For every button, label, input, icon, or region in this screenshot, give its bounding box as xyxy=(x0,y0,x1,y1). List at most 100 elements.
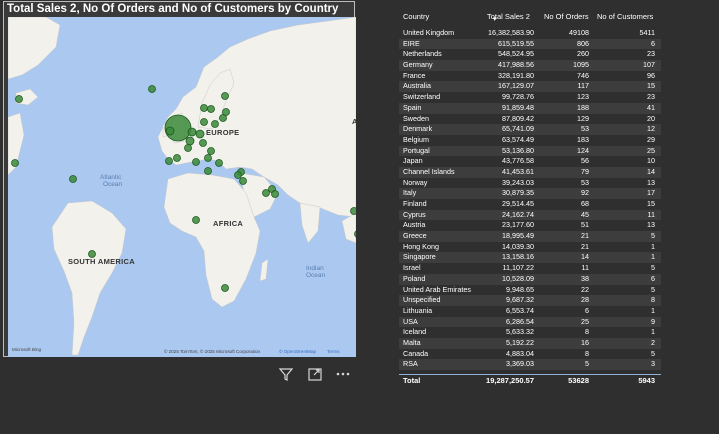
table-row[interactable]: Cyprus 24,162.74 45 11 xyxy=(399,209,661,221)
header-country[interactable]: Country xyxy=(403,12,430,21)
bubble-lithuania[interactable] xyxy=(219,114,227,122)
bubble-norway[interactable] xyxy=(200,104,208,112)
bubble-italy[interactable] xyxy=(204,154,212,162)
cell-country: Netherlands xyxy=(403,49,442,59)
table-row[interactable]: Poland 10,528.09 38 6 xyxy=(399,273,661,285)
cell-no-of-customers: 23 xyxy=(647,49,655,59)
table-row[interactable]: United Arab Emirates 9,948.65 22 5 xyxy=(399,284,661,296)
bubble-channel-islands[interactable] xyxy=(204,167,212,175)
header-no-of-customers[interactable]: No of Customers xyxy=(597,12,654,21)
bubble-saudi-arabia[interactable] xyxy=(271,190,279,198)
atlantic-label-2: Ocean xyxy=(103,181,123,188)
bubble-asia-edge[interactable] xyxy=(350,207,357,215)
bubble-malta[interactable] xyxy=(192,158,200,166)
table-row[interactable]: Finland 29,514.45 68 15 xyxy=(399,199,661,210)
bubble-finland[interactable] xyxy=(221,92,229,100)
madagascar-land xyxy=(259,258,269,282)
table-row[interactable]: Israel 11,107.22 11 5 xyxy=(399,263,661,274)
bubble-canada[interactable] xyxy=(15,95,23,103)
terms-link[interactable]: Terms xyxy=(327,349,340,354)
table-body[interactable]: United Kingdom 16,382,583.90 49108 5411 EIRE… xyxy=(399,28,661,374)
bubble-european-community[interactable] xyxy=(222,108,230,116)
cell-no-of-customers: 13 xyxy=(647,220,655,230)
cell-no-of-customers: 5 xyxy=(651,348,655,358)
table-row[interactable]: Netherlands 548,524.95 260 23 xyxy=(399,49,661,61)
bubble-france[interactable] xyxy=(185,136,195,146)
table-row[interactable]: Portugal 53,136.80 124 25 xyxy=(399,145,661,157)
table-row[interactable]: Australia 167,129.07 117 15 xyxy=(399,81,661,93)
bubble-layer[interactable] xyxy=(11,85,357,292)
table-row[interactable]: Austria 23,177.60 51 13 xyxy=(399,220,661,232)
table-row[interactable]: Germany 417,988.56 1095 107 xyxy=(399,60,661,71)
bubble-iceland[interactable] xyxy=(148,85,156,93)
bubble-spain[interactable] xyxy=(173,154,181,162)
cell-no-of-customers: 5411 xyxy=(639,28,655,37)
bubble-belgium[interactable] xyxy=(184,144,192,152)
cell-no-of-orders: 68 xyxy=(581,199,589,208)
bubble-israel[interactable] xyxy=(239,177,247,185)
table-row[interactable]: Switzerland 99,728.76 123 23 xyxy=(399,92,661,103)
table-row[interactable]: Unspecified 9,687.32 28 8 xyxy=(399,295,661,306)
bubble-portugal[interactable] xyxy=(165,157,173,165)
table-row[interactable]: Greece 18,995.49 21 5 xyxy=(399,231,661,242)
table-row[interactable]: France 328,191.80 746 96 xyxy=(399,70,661,82)
table-row[interactable]: EIRE 615,519.55 806 6 xyxy=(399,38,661,50)
total-label: Total xyxy=(403,376,421,385)
table-row[interactable]: Malta 5,192.22 16 2 xyxy=(399,337,661,349)
table-row[interactable]: Sweden 87,809.42 129 20 xyxy=(399,113,661,125)
more-options-icon[interactable] xyxy=(335,366,351,387)
table-row[interactable]: United Kingdom 16,382,583.90 49108 5411 xyxy=(399,28,661,39)
bubble-rsa[interactable] xyxy=(221,284,229,292)
table-row[interactable]: Denmark 65,741.09 53 12 xyxy=(399,124,661,135)
bubble-usa[interactable] xyxy=(11,159,19,167)
bubble-unspecified[interactable] xyxy=(69,175,77,183)
bubble-nigeria[interactable] xyxy=(192,216,200,224)
bubble-netherlands[interactable] xyxy=(187,127,197,137)
table-row[interactable]: Channel Islands 41,453.61 79 14 xyxy=(399,166,661,178)
filter-icon[interactable] xyxy=(278,366,294,387)
cell-no-of-customers: 1 xyxy=(651,327,655,337)
bubble-lebanon[interactable] xyxy=(234,171,242,179)
header-total-sales[interactable]: Total Sales 2 xyxy=(487,12,530,21)
bubble-brazil[interactable] xyxy=(88,250,96,258)
bubble-germany[interactable] xyxy=(195,129,205,139)
cell-no-of-orders: 8 xyxy=(585,327,589,337)
table-row[interactable]: Hong Kong 14,039.30 21 1 xyxy=(399,241,661,253)
table-row[interactable]: Lithuania 6,553.74 6 1 xyxy=(399,305,661,317)
cell-country: Italy xyxy=(403,188,417,198)
table-row[interactable]: Canada 4,883.04 8 5 xyxy=(399,348,661,360)
table-row[interactable]: Singapore 13,158.16 14 1 xyxy=(399,252,661,264)
bubble-sweden[interactable] xyxy=(207,105,215,113)
openstreetmap-link[interactable]: © OpenStreetMap xyxy=(279,348,317,354)
table-row[interactable]: Japan 43,776.58 56 10 xyxy=(399,156,661,167)
table-row[interactable]: Belgium 63,574.49 183 29 xyxy=(399,134,661,146)
table-row[interactable]: RSA 3,369.03 5 3 xyxy=(399,359,661,370)
total-sales: 19,287,250.57 xyxy=(486,376,534,385)
cell-no-of-customers: 12 xyxy=(647,124,655,134)
table-row[interactable]: USA 6,286.54 25 9 xyxy=(399,316,661,328)
bubble-uae[interactable] xyxy=(262,189,270,197)
table-row[interactable]: Italy 30,879.35 92 17 xyxy=(399,188,661,199)
scroll-indicator xyxy=(399,374,661,375)
cell-no-of-orders: 21 xyxy=(581,231,589,241)
bubble-austria[interactable] xyxy=(207,147,215,155)
header-no-of-orders[interactable]: No Of Orders xyxy=(544,12,589,21)
bubble-denmark[interactable] xyxy=(200,118,208,126)
cell-no-of-orders: 28 xyxy=(581,295,589,305)
cell-no-of-orders: 92 xyxy=(581,188,589,198)
bubble-poland[interactable] xyxy=(211,120,219,128)
map-visual[interactable]: Atlantic Ocean Indian Ocean EUROPE AFRIC… xyxy=(3,1,356,357)
table-row[interactable]: Norway 39,243.03 53 13 xyxy=(399,177,661,189)
map-canvas[interactable]: Atlantic Ocean Indian Ocean EUROPE AFRIC… xyxy=(8,17,356,357)
table-visual[interactable]: Country Total Sales 2 No Of Orders No of… xyxy=(399,8,664,388)
table-row[interactable]: Iceland 5,633.32 8 1 xyxy=(399,327,661,338)
focus-mode-icon[interactable] xyxy=(307,366,323,387)
sort-descending-icon[interactable]: ▾ xyxy=(493,16,497,23)
cell-total-sales: 3,369.03 xyxy=(506,359,534,369)
bubble-eire[interactable] xyxy=(165,126,175,136)
bubble-switzerland[interactable] xyxy=(199,139,207,147)
bubble-singapore-edge[interactable] xyxy=(354,230,357,238)
cell-total-sales: 9,948.65 xyxy=(506,284,534,294)
table-row[interactable]: Spain 91,859.48 188 41 xyxy=(399,102,661,114)
bubble-greece[interactable] xyxy=(215,159,223,167)
